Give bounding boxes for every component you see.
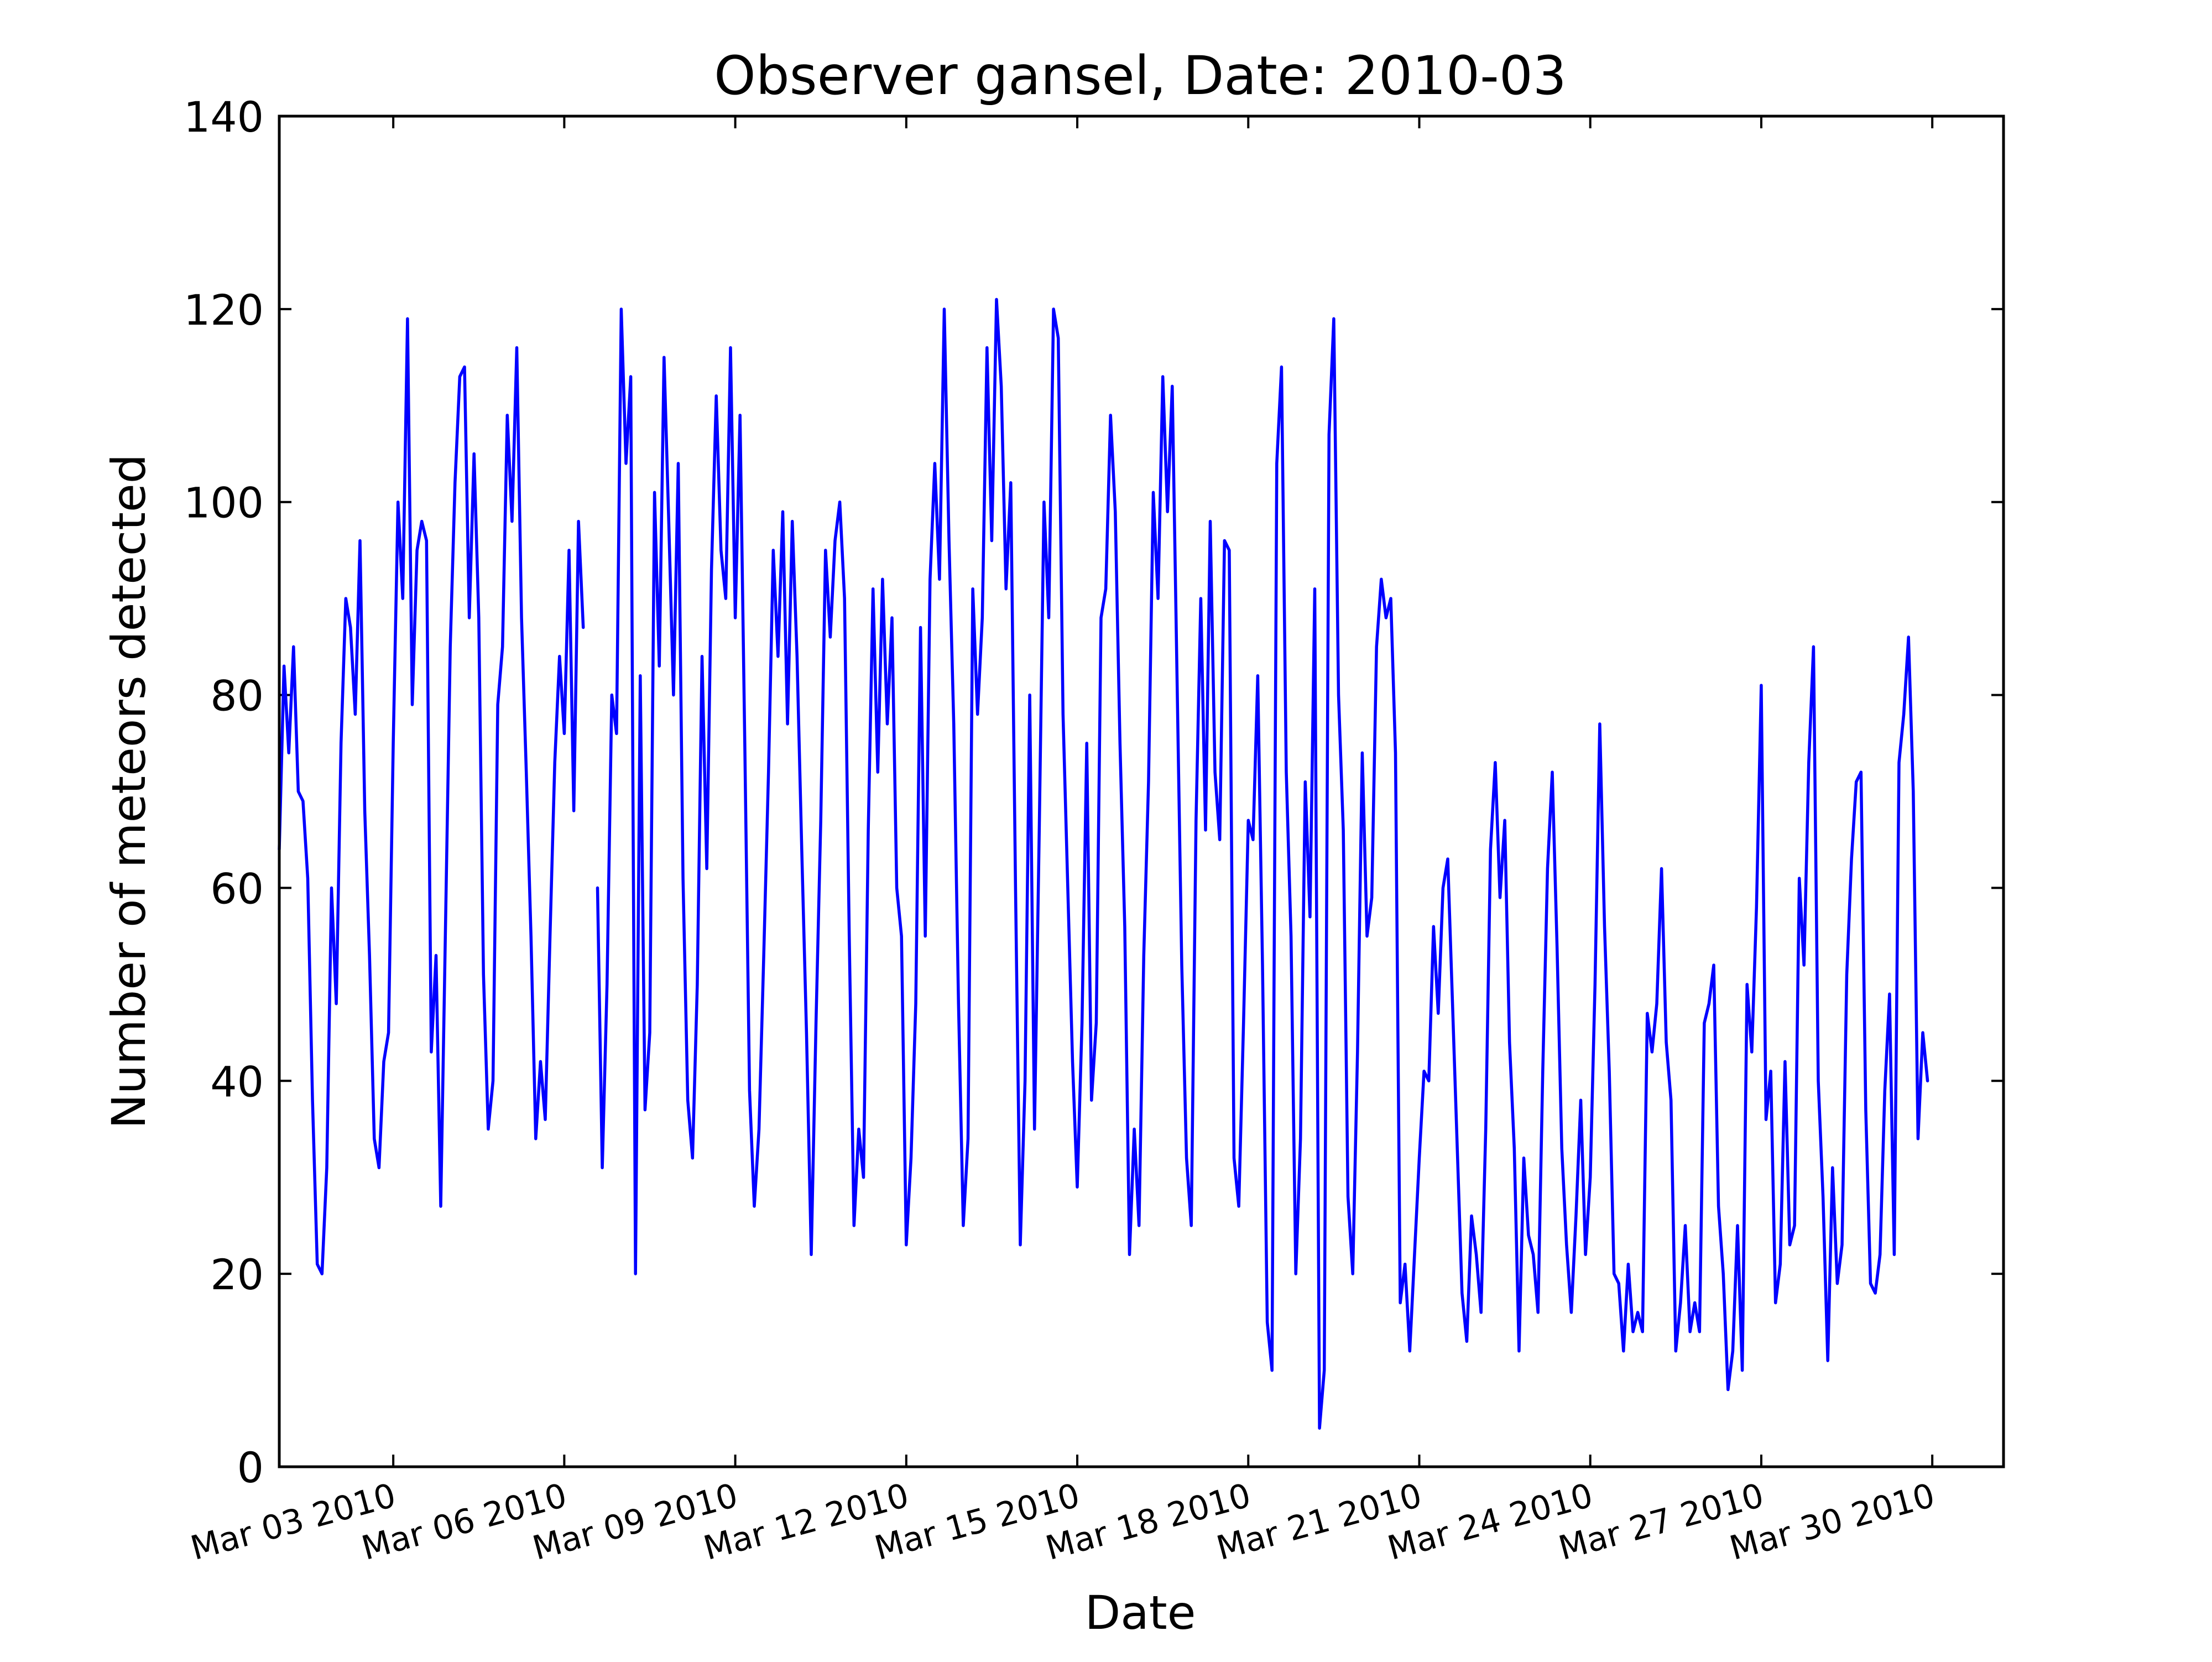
y-tick-label: 120 <box>184 285 264 335</box>
plot-frame <box>278 114 2005 1468</box>
y-tick-label: 80 <box>210 671 264 721</box>
x-axis-label: Date <box>1085 1586 1196 1640</box>
y-axis-ticks: 0 20 40 60 80 100 120 140 <box>184 92 2004 1492</box>
series-line <box>278 317 585 1275</box>
y-tick-label: 60 <box>210 864 264 913</box>
y-tick-label: 20 <box>210 1250 264 1299</box>
y-tick-label: 40 <box>210 1057 264 1106</box>
chart-title: Observer gansel, Date: 2010-03 <box>714 45 1567 107</box>
y-tick-label: 0 <box>237 1443 264 1492</box>
y-tick-label: 100 <box>184 478 264 528</box>
y-tick-label: 140 <box>184 92 264 142</box>
y-axis-label: Number of meteors detected <box>102 454 156 1129</box>
series-line <box>596 298 1929 1430</box>
series-layer <box>278 298 1929 1430</box>
